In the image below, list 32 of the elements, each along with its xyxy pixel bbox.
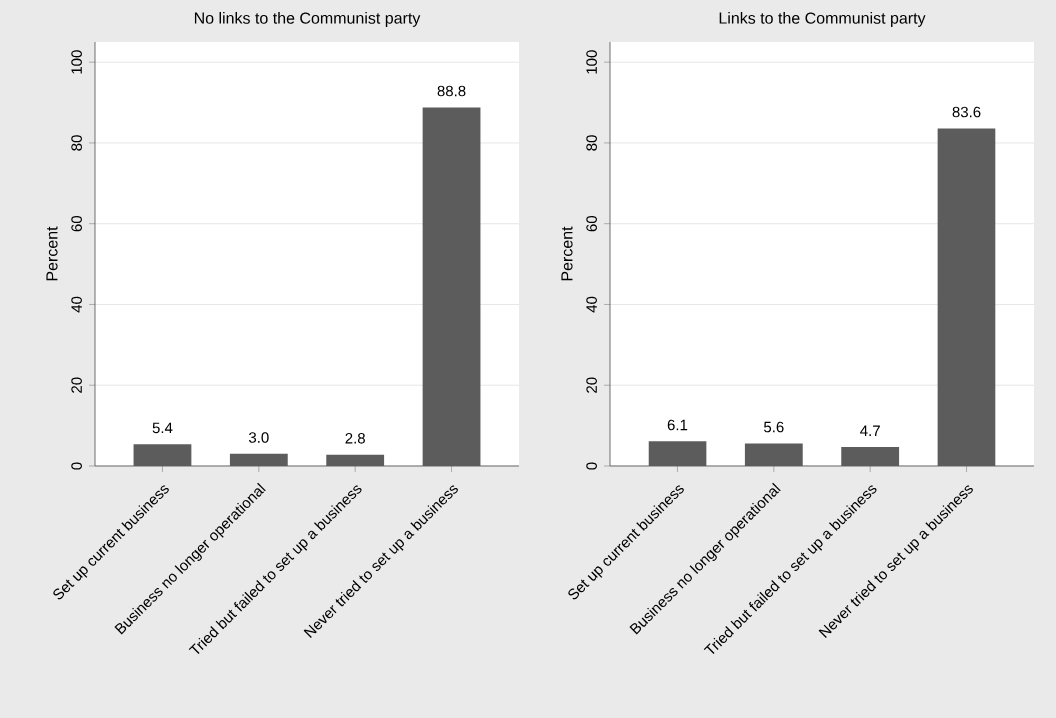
y-axis-title: Percent [46, 226, 58, 281]
bar [133, 444, 192, 466]
y-tick-label: 20 [71, 377, 82, 393]
y-tick-label: 80 [586, 135, 597, 151]
chart-title: No links to the Communist party [194, 12, 421, 27]
bar [422, 107, 481, 466]
y-tick-label: 80 [71, 135, 82, 151]
bar [648, 441, 707, 466]
y-tick-label: 0 [71, 462, 82, 470]
y-tick-label: 40 [71, 296, 82, 313]
bar [744, 443, 803, 466]
y-tick-label: 20 [586, 377, 597, 393]
data-label: 88.8 [437, 85, 466, 97]
chart-title: Links to the Communist party [719, 12, 926, 27]
data-label: 5.4 [152, 422, 173, 434]
data-label: 6.1 [667, 419, 688, 431]
y-tick-label: 100 [71, 50, 82, 74]
data-label: 4.7 [860, 425, 880, 436]
data-label: 83.6 [952, 106, 981, 118]
bar [841, 447, 900, 466]
bar [937, 128, 996, 466]
y-tick-label: 60 [71, 215, 82, 232]
data-label: 2.8 [345, 432, 365, 444]
y-tick-label: 60 [586, 215, 597, 232]
y-axis-title: Percent [561, 226, 573, 281]
y-tick-label: 40 [586, 296, 597, 313]
y-tick-label: 0 [586, 462, 597, 470]
y-tick-label: 100 [586, 50, 597, 74]
data-label: 3.0 [248, 432, 269, 443]
bar [229, 453, 288, 466]
bar [326, 454, 385, 466]
data-label: 5.6 [763, 421, 784, 433]
